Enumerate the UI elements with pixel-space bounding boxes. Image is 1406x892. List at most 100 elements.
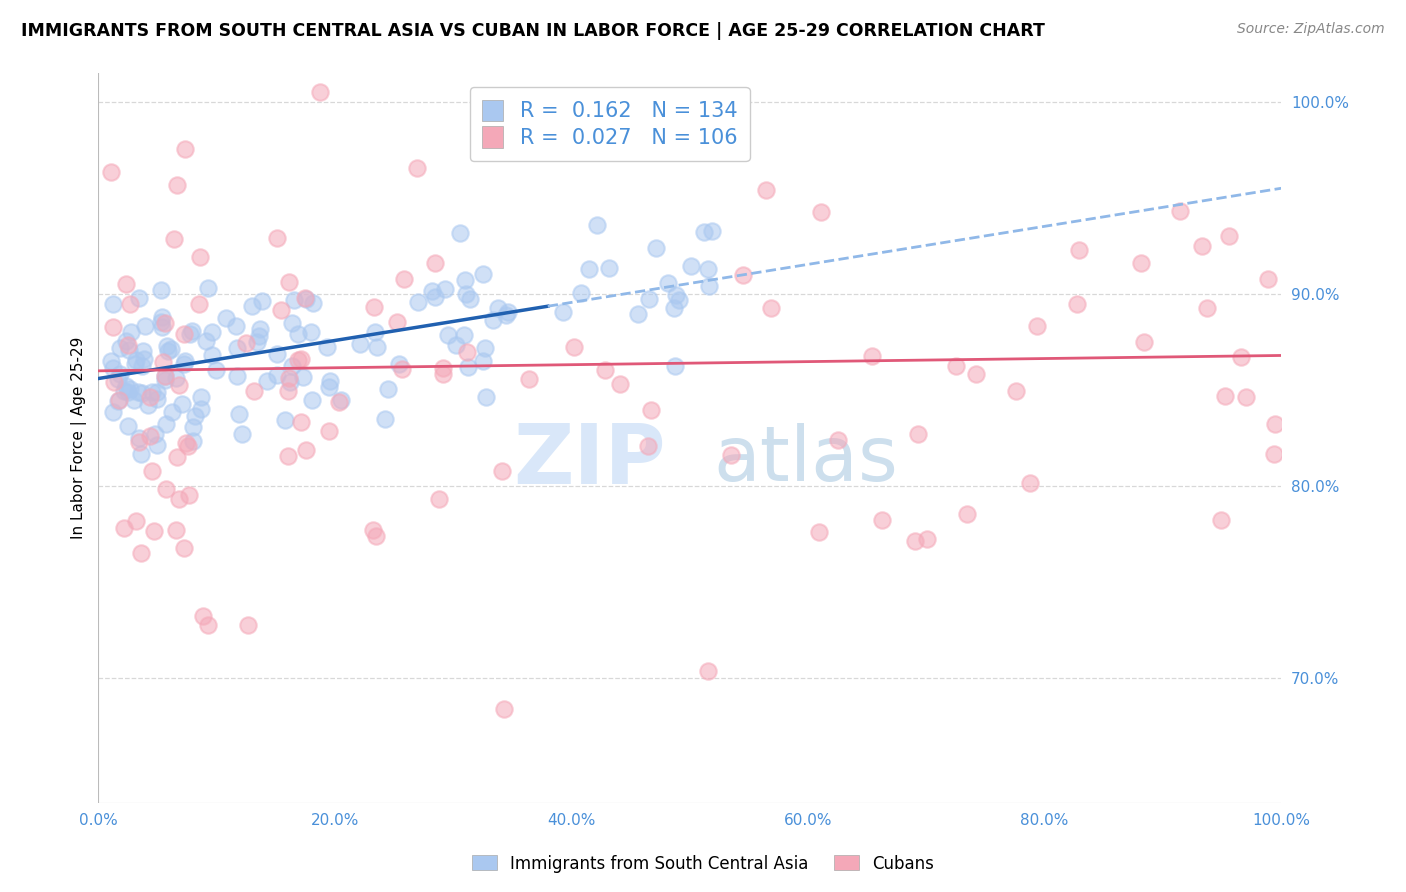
Point <box>145 427 167 442</box>
Point <box>595 362 617 376</box>
Point <box>142 524 165 538</box>
Point <box>1218 228 1240 243</box>
Point <box>277 276 299 290</box>
Point <box>101 405 124 419</box>
Text: Source: ZipAtlas.com: Source: ZipAtlas.com <box>1237 22 1385 37</box>
Point <box>562 340 585 354</box>
Point <box>287 326 309 341</box>
Point <box>702 224 724 238</box>
Point <box>1234 390 1257 404</box>
Point <box>1133 334 1156 349</box>
Point <box>141 384 163 399</box>
Point <box>444 338 467 352</box>
Point <box>474 341 496 355</box>
Point <box>299 325 322 339</box>
Point <box>1168 203 1191 218</box>
Point <box>235 336 257 351</box>
Point <box>696 261 718 276</box>
Point <box>638 292 661 306</box>
Point <box>277 370 299 384</box>
Point <box>302 296 325 310</box>
Point <box>160 405 183 419</box>
Point <box>437 328 460 343</box>
Point <box>471 267 494 281</box>
Point <box>112 521 135 535</box>
Point <box>139 429 162 443</box>
Point <box>294 291 316 305</box>
Point <box>945 359 967 374</box>
Point <box>138 390 160 404</box>
Point <box>163 232 186 246</box>
Point <box>387 315 409 329</box>
Point <box>392 272 415 286</box>
Point <box>155 482 177 496</box>
Point <box>181 324 204 338</box>
Point <box>103 375 125 389</box>
Point <box>1230 351 1253 365</box>
Point <box>134 319 156 334</box>
Point <box>904 533 927 548</box>
Point <box>107 371 129 385</box>
Point <box>174 353 197 368</box>
Point <box>136 398 159 412</box>
Point <box>374 412 396 426</box>
Point <box>870 513 893 527</box>
Point <box>179 327 201 342</box>
Point <box>907 427 929 442</box>
Point <box>132 352 155 367</box>
Point <box>127 384 149 399</box>
Point <box>128 291 150 305</box>
Point <box>291 370 314 384</box>
Point <box>108 367 131 381</box>
Point <box>496 304 519 318</box>
Point <box>152 355 174 369</box>
Point <box>458 292 481 306</box>
Point <box>1026 318 1049 333</box>
Point <box>432 367 454 381</box>
Point <box>184 409 207 423</box>
Point <box>1263 447 1285 461</box>
Point <box>495 308 517 322</box>
Point <box>249 322 271 336</box>
Point <box>569 286 592 301</box>
Point <box>456 345 478 359</box>
Point <box>665 288 688 302</box>
Point <box>456 287 478 301</box>
Point <box>117 418 139 433</box>
Point <box>328 395 350 409</box>
Point <box>167 491 190 506</box>
Point <box>434 282 457 296</box>
Point <box>141 464 163 478</box>
Point <box>482 313 505 327</box>
Point <box>115 334 138 348</box>
Point <box>644 241 666 255</box>
Point <box>100 354 122 368</box>
Point <box>277 384 299 398</box>
Point <box>114 379 136 393</box>
Point <box>131 359 153 373</box>
Point <box>170 397 193 411</box>
Point <box>486 301 509 315</box>
Point <box>287 353 309 368</box>
Point <box>308 85 330 99</box>
Point <box>697 279 720 293</box>
Point <box>176 439 198 453</box>
Point <box>200 325 222 339</box>
Point <box>391 361 413 376</box>
Point <box>256 374 278 388</box>
Point <box>388 357 411 371</box>
Point <box>290 352 312 367</box>
Point <box>225 369 247 384</box>
Point <box>225 318 247 333</box>
Point <box>129 546 152 560</box>
Point <box>155 417 177 431</box>
Legend: Immigrants from South Central Asia, Cubans: Immigrants from South Central Asia, Cuba… <box>465 848 941 880</box>
Point <box>101 296 124 310</box>
Point <box>118 343 141 357</box>
Point <box>366 340 388 354</box>
Point <box>586 218 609 232</box>
Point <box>131 386 153 401</box>
Point <box>517 372 540 386</box>
Point <box>301 393 323 408</box>
Point <box>277 449 299 463</box>
